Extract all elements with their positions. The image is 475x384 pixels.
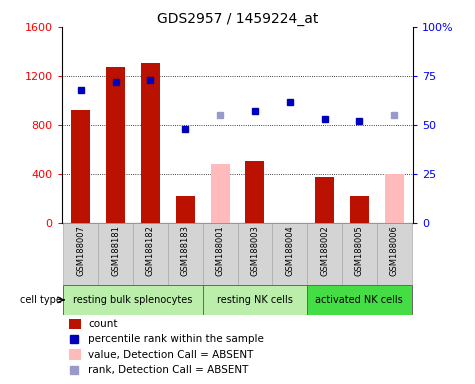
Bar — [315, 177, 334, 223]
Text: percentile rank within the sample: percentile rank within the sample — [88, 334, 264, 344]
Bar — [141, 63, 160, 223]
Bar — [342, 223, 377, 285]
Text: value, Detection Call = ABSENT: value, Detection Call = ABSENT — [88, 349, 254, 359]
Text: GSM188182: GSM188182 — [146, 225, 155, 276]
Text: GSM188002: GSM188002 — [320, 225, 329, 276]
Text: count: count — [88, 319, 118, 329]
Bar — [203, 285, 307, 315]
Bar — [106, 68, 125, 223]
Text: GSM188181: GSM188181 — [111, 225, 120, 276]
Bar — [69, 349, 81, 360]
Bar — [64, 285, 203, 315]
Bar — [133, 223, 168, 285]
Bar — [350, 196, 369, 223]
Title: GDS2957 / 1459224_at: GDS2957 / 1459224_at — [157, 12, 318, 26]
Text: activated NK cells: activated NK cells — [315, 295, 403, 305]
Text: GSM188001: GSM188001 — [216, 225, 225, 276]
Text: GSM188007: GSM188007 — [76, 225, 86, 276]
Bar — [98, 223, 133, 285]
Bar — [210, 164, 230, 223]
Bar — [272, 223, 307, 285]
Bar — [71, 111, 90, 223]
Bar — [69, 319, 81, 329]
Bar — [245, 161, 265, 223]
Text: GSM188003: GSM188003 — [250, 225, 259, 276]
Bar — [307, 285, 411, 315]
Text: rank, Detection Call = ABSENT: rank, Detection Call = ABSENT — [88, 365, 248, 375]
Text: GSM188004: GSM188004 — [285, 225, 294, 276]
Text: GSM188005: GSM188005 — [355, 225, 364, 276]
Text: GSM188006: GSM188006 — [390, 225, 399, 276]
Text: cell type: cell type — [19, 295, 61, 305]
Bar — [64, 223, 98, 285]
Bar — [307, 223, 342, 285]
Text: GSM188183: GSM188183 — [181, 225, 190, 276]
Text: resting NK cells: resting NK cells — [217, 295, 293, 305]
Bar — [385, 174, 404, 223]
Text: resting bulk splenocytes: resting bulk splenocytes — [74, 295, 193, 305]
Bar — [203, 223, 238, 285]
Bar — [168, 223, 203, 285]
Bar — [238, 223, 272, 285]
Bar — [377, 223, 411, 285]
Bar — [176, 196, 195, 223]
